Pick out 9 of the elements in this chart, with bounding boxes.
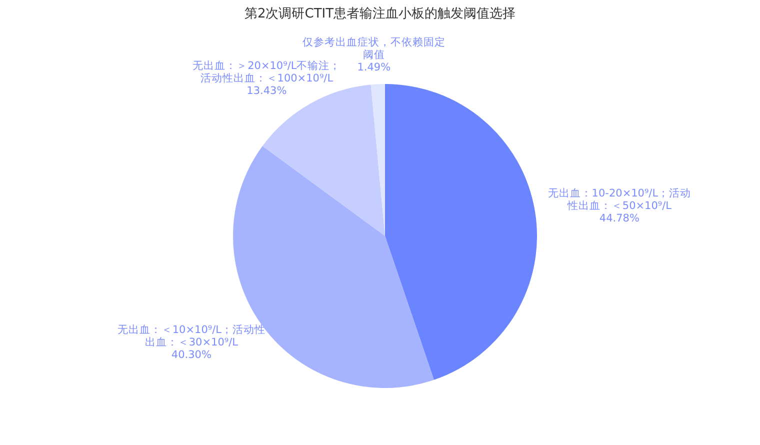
chart-title: 第2次调研CTIT患者输注血小板的触发阈值选择 [244,6,516,22]
data-label: 40.30% [171,349,212,362]
data-label: 44.78% [599,212,640,225]
slice-label: 无出血：＞20×10⁹/L不输注；活动性出血：＜100×10⁹/L [192,58,341,84]
slice-label: 仅参考出血症状，不依赖固定阈值 [302,36,446,62]
data-label: 1.49% [357,62,391,74]
slice-label: 无出血：＜10×10⁹/L；活动性出血：＜30×10⁹/L [117,323,266,349]
slice-label: 无出血：10-20×10⁹/L；活动性出血：＜50×10⁹/L [548,186,692,212]
data-label: 13.43% [246,84,287,97]
